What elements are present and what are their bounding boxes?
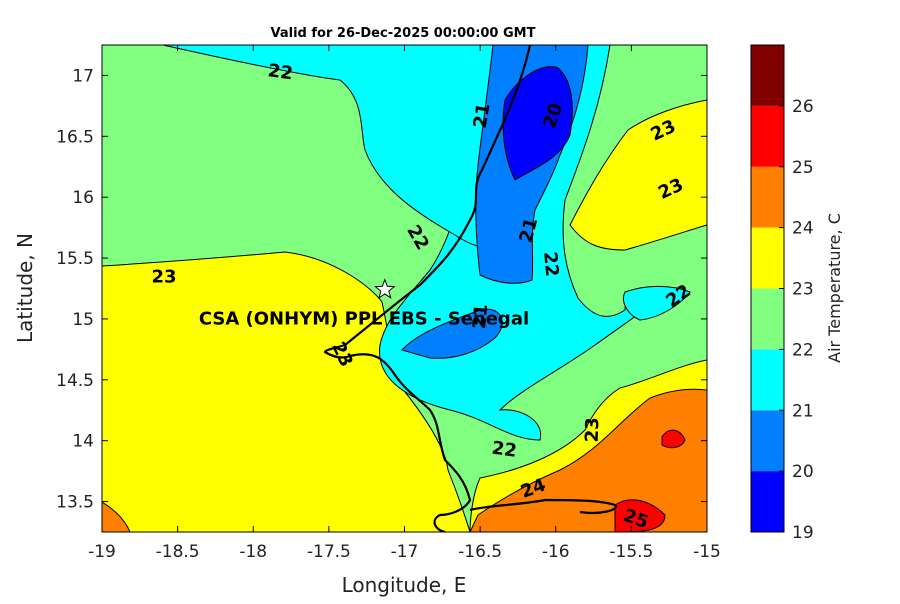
- colorbar-swatch: [751, 227, 784, 289]
- contour-map: [102, 45, 707, 532]
- x-tick-label: -16: [542, 542, 570, 562]
- colorbar-tick-label: 20: [792, 462, 814, 482]
- colorbar-tick-label: 22: [792, 340, 814, 360]
- colorbar-tick-label: 25: [792, 158, 814, 178]
- x-tick-label: -19: [88, 542, 116, 562]
- x-tick-label: -16.5: [458, 542, 502, 562]
- x-axis: -19 -18.5 -18 -17.5 -17 -16.5 -16 -15.5 -15: [88, 45, 721, 562]
- x-axis-label: Longitude, E: [342, 573, 467, 597]
- y-tick-label: 16.5: [56, 127, 94, 147]
- contour-fill-24-southeast: [469, 388, 707, 532]
- colorbar-tick-label: 23: [792, 280, 814, 300]
- contour-label: 23: [582, 417, 604, 443]
- y-tick-label: 15.5: [56, 249, 94, 269]
- colorbar-label: Air Temperature, C: [825, 213, 844, 363]
- station: CSA (ONHYM) PPL EBS - Senegal: [199, 278, 529, 330]
- colorbar-swatch: [751, 288, 784, 350]
- y-tick-label: 16: [72, 188, 94, 208]
- station-label: CSA (ONHYM) PPL EBS - Senegal: [199, 309, 529, 330]
- colorbar-swatch: [751, 410, 784, 472]
- colorbar: 19 20 21 22 23 24 25 26: [750, 44, 814, 543]
- contour-label: 22: [539, 251, 562, 278]
- contour-fill-19: [502, 66, 573, 181]
- colorbar-swatch: [751, 166, 784, 228]
- colorbar-tick-label: 24: [792, 219, 814, 239]
- contour-label: 22: [267, 60, 295, 84]
- x-tick-label: -18: [239, 542, 267, 562]
- colorbar-swatch: [751, 45, 784, 106]
- y-axis: 13.5 14 14.5 15 15.5 16 16.5 17: [56, 66, 707, 513]
- y-axis-label: Latitude, N: [13, 233, 37, 343]
- chart-title: Valid for 26-Dec-2025 00:00:00 GMT: [271, 26, 536, 41]
- y-tick-label: 15: [72, 310, 94, 330]
- colorbar-tick-label: 19: [792, 523, 814, 543]
- contour-fill-24-southwest: [102, 501, 131, 532]
- x-tick-label: -15.5: [609, 542, 653, 562]
- contour-label: 23: [151, 266, 176, 287]
- contour-fill-20-south: [401, 308, 503, 359]
- x-tick-label: -17.5: [307, 542, 351, 562]
- y-tick-label: 14.5: [56, 371, 94, 391]
- station-star-marker: [373, 278, 396, 299]
- colorbar-swatch: [751, 471, 784, 532]
- contour-fill-21-east: [623, 285, 691, 321]
- colorbar-tick-label: 21: [792, 401, 814, 421]
- x-tick-label: -17: [391, 542, 419, 562]
- y-tick-label: 17: [72, 66, 94, 86]
- contour-label: 22: [490, 438, 518, 462]
- colorbar-swatch: [751, 349, 784, 411]
- contour-label: 21: [469, 303, 492, 330]
- contour-fill-25-a: [661, 429, 686, 449]
- colorbar-swatch: [751, 105, 784, 167]
- x-tick-label: -15: [693, 542, 721, 562]
- colorbar-tick-label: 26: [792, 97, 814, 117]
- contour-fill-23-east: [569, 99, 707, 251]
- x-tick-label: -18.5: [156, 542, 200, 562]
- contour-label: 21: [470, 102, 495, 130]
- y-tick-label: 13.5: [56, 493, 94, 513]
- coastline: [323, 45, 617, 532]
- y-tick-label: 14: [72, 432, 94, 452]
